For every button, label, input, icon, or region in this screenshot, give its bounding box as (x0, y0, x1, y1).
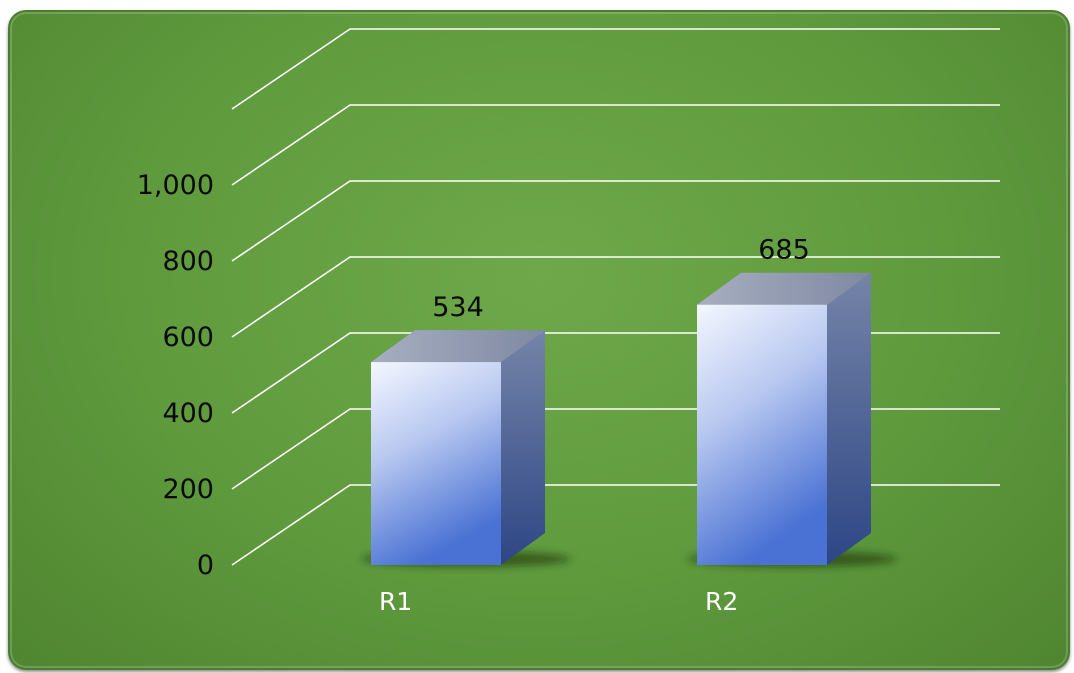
chart-area: 0 200 400 600 800 1,000 534 R1 685 R2 (8, 10, 1070, 670)
bar-side (827, 272, 871, 565)
category-label: R1 (379, 587, 412, 616)
gridline (231, 484, 1000, 566)
y-tick-label: 800 (162, 246, 214, 277)
y-tick-label: 200 (162, 474, 214, 505)
y-tick-label: 1,000 (137, 170, 214, 201)
data-label: 685 (758, 235, 810, 266)
bar-side (501, 330, 545, 565)
bar-top (371, 330, 545, 363)
gridline (231, 256, 1000, 338)
bars (361, 272, 897, 567)
y-tick-label: 400 (162, 398, 214, 429)
gridlines (231, 28, 1000, 566)
gridline (231, 408, 1000, 490)
bar-front (371, 362, 501, 565)
data-label: 534 (432, 292, 484, 323)
bar (687, 272, 897, 567)
labels: 534 R1 685 R2 (379, 235, 810, 616)
y-tick-label: 0 (197, 550, 214, 581)
gridline (231, 332, 1000, 414)
gridline (231, 104, 1000, 186)
y-tick-label: 600 (162, 322, 214, 353)
bar (361, 330, 571, 567)
gridline (231, 180, 1000, 262)
category-label: R2 (705, 587, 738, 616)
bar-front (697, 304, 827, 565)
gridline (231, 28, 1000, 110)
bar-top (697, 272, 871, 305)
y-axis-ticks: 0 200 400 600 800 1,000 (137, 170, 214, 581)
bar-chart: 0 200 400 600 800 1,000 534 R1 685 R2 (137, 28, 1000, 616)
